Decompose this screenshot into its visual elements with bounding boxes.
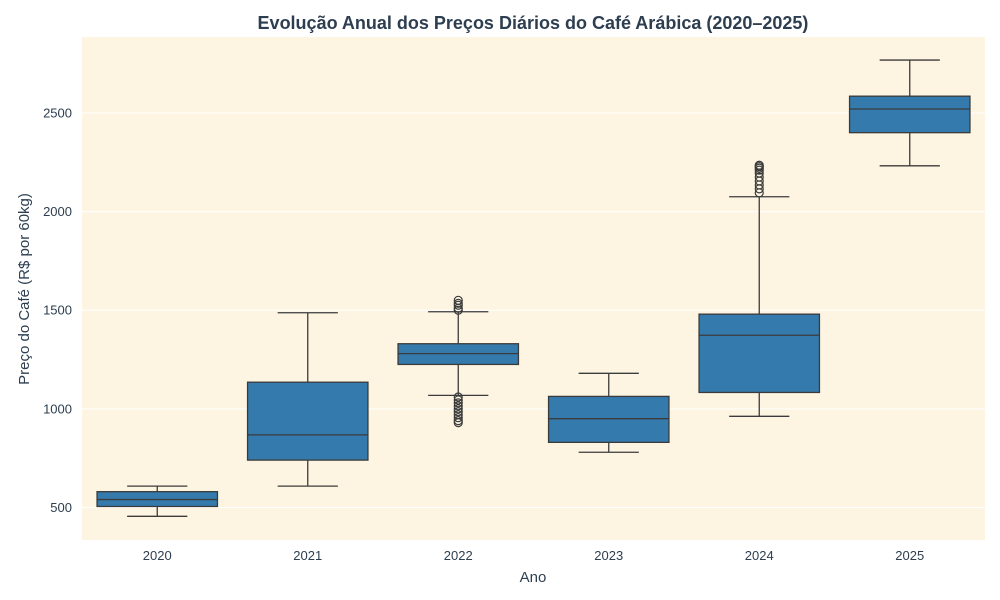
outlier-point: [453, 407, 463, 417]
outlier-point: [754, 172, 764, 182]
outlier-point: [453, 401, 463, 411]
x-tick-label: 2020: [143, 548, 172, 563]
box-iqr: [698, 313, 821, 394]
y-tick-label: 2500: [43, 105, 72, 120]
box-2022: [397, 295, 520, 428]
x-tick-label: 2024: [745, 548, 774, 563]
x-axis-ticks: 2020 2021 2022 2023 2024 2025: [143, 548, 924, 563]
outlier-point: [453, 410, 463, 420]
box-2021: [246, 312, 369, 487]
outlier-point: [453, 416, 463, 426]
box-iqr: [848, 95, 971, 134]
x-tick-label: 2021: [293, 548, 322, 563]
outlier-point: [453, 398, 463, 408]
y-tick-label: 500: [50, 500, 72, 515]
x-axis-label: Ano: [520, 569, 547, 586]
outlier-point: [453, 404, 463, 414]
y-axis-label: Preço do Café (R$ por 60kg): [16, 193, 33, 385]
box-series: [96, 59, 971, 517]
x-tick-label: 2025: [895, 548, 924, 563]
grid-lines: [82, 112, 985, 508]
outlier-point: [453, 395, 463, 405]
outlier-point: [453, 413, 463, 423]
box-2025: [848, 59, 971, 167]
box-2020: [96, 485, 219, 517]
y-tick-label: 2000: [43, 204, 72, 219]
box-iqr: [246, 381, 369, 461]
y-tick-label: 1500: [43, 303, 72, 318]
x-tick-label: 2022: [444, 548, 473, 563]
x-tick-label: 2023: [594, 548, 623, 563]
y-tick-label: 1000: [43, 401, 72, 416]
y-axis-ticks: 500 1000 1500 2000 2500: [43, 105, 72, 515]
outlier-point: [453, 298, 463, 308]
outlier-point: [453, 392, 463, 402]
box-2024: [698, 160, 821, 417]
box-2023: [547, 372, 670, 453]
chart-title: Evolução Anual dos Preços Diários do Caf…: [258, 13, 809, 33]
outlier-point: [453, 295, 463, 305]
outlier-point: [754, 160, 764, 170]
box-iqr: [547, 395, 670, 444]
plot-area: [82, 37, 985, 540]
